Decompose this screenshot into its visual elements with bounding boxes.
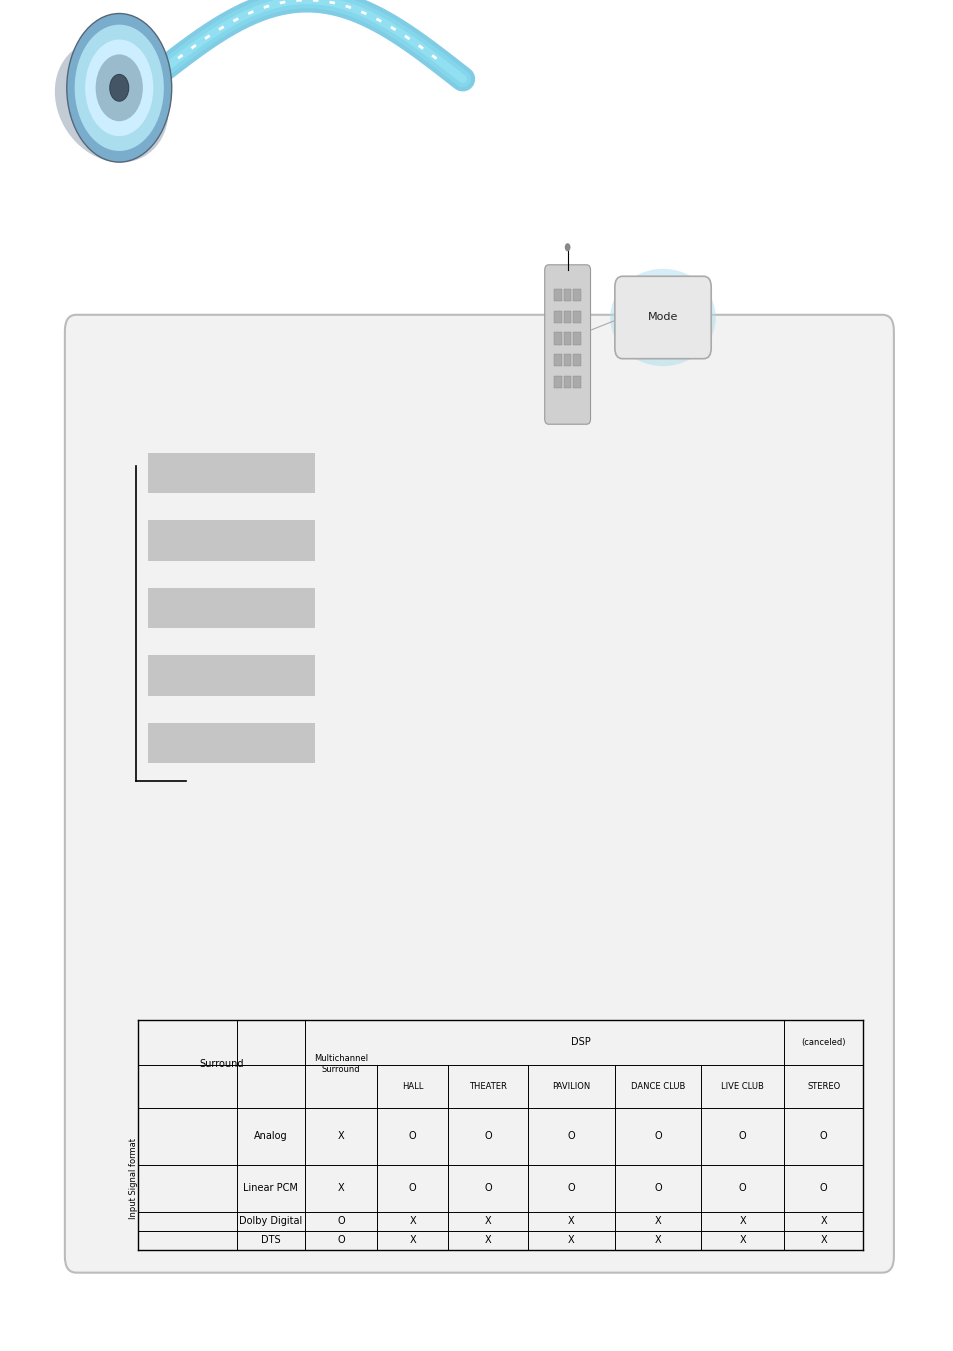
Bar xyxy=(148,723,314,763)
Text: O: O xyxy=(484,1131,491,1142)
Text: X: X xyxy=(655,1216,660,1227)
Text: O: O xyxy=(567,1183,575,1193)
Text: HALL: HALL xyxy=(401,1082,423,1090)
Text: X: X xyxy=(409,1216,416,1227)
Text: X: X xyxy=(337,1131,344,1142)
Text: Linear PCM: Linear PCM xyxy=(243,1183,298,1193)
Bar xyxy=(148,453,314,493)
Text: O: O xyxy=(739,1131,745,1142)
Text: X: X xyxy=(484,1216,491,1227)
Text: Dolby Digital: Dolby Digital xyxy=(239,1216,302,1227)
Bar xyxy=(563,311,571,323)
Text: DSP: DSP xyxy=(570,1038,590,1047)
Bar xyxy=(573,376,580,388)
Bar xyxy=(554,354,561,366)
Ellipse shape xyxy=(610,269,715,366)
Text: O: O xyxy=(654,1131,661,1142)
Text: STEREO: STEREO xyxy=(806,1082,840,1090)
Text: X: X xyxy=(739,1216,745,1227)
Text: O: O xyxy=(820,1131,826,1142)
Bar xyxy=(563,332,571,345)
Bar xyxy=(148,655,314,696)
Bar xyxy=(563,376,571,388)
Text: Mode: Mode xyxy=(647,312,678,323)
Bar xyxy=(554,289,561,301)
Text: Analog: Analog xyxy=(253,1131,288,1142)
Text: O: O xyxy=(484,1183,491,1193)
Text: (canceled): (canceled) xyxy=(801,1038,845,1047)
Bar xyxy=(563,354,571,366)
Text: LIVE CLUB: LIVE CLUB xyxy=(720,1082,763,1090)
Text: THEATER: THEATER xyxy=(469,1082,506,1090)
Circle shape xyxy=(74,24,164,151)
Bar xyxy=(563,289,571,301)
Bar xyxy=(148,520,314,561)
Bar xyxy=(573,311,580,323)
Bar xyxy=(573,354,580,366)
Ellipse shape xyxy=(54,41,169,162)
Text: O: O xyxy=(820,1183,826,1193)
FancyBboxPatch shape xyxy=(65,315,893,1273)
Circle shape xyxy=(110,74,129,101)
Text: Input Signal format: Input Signal format xyxy=(129,1139,138,1219)
Text: O: O xyxy=(739,1183,745,1193)
Circle shape xyxy=(564,243,570,251)
Text: O: O xyxy=(337,1216,344,1227)
Text: X: X xyxy=(568,1235,574,1246)
Text: DTS: DTS xyxy=(261,1235,280,1246)
Bar xyxy=(554,332,561,345)
Bar xyxy=(554,376,561,388)
Text: DANCE CLUB: DANCE CLUB xyxy=(631,1082,684,1090)
Bar xyxy=(573,289,580,301)
Text: O: O xyxy=(337,1235,344,1246)
Circle shape xyxy=(67,14,172,162)
Text: X: X xyxy=(820,1235,826,1246)
Bar xyxy=(554,311,561,323)
Bar xyxy=(148,588,314,628)
Text: O: O xyxy=(654,1183,661,1193)
Text: O: O xyxy=(409,1183,416,1193)
Text: X: X xyxy=(568,1216,574,1227)
Text: X: X xyxy=(820,1216,826,1227)
Text: X: X xyxy=(655,1235,660,1246)
Text: X: X xyxy=(409,1235,416,1246)
Text: O: O xyxy=(567,1131,575,1142)
Text: O: O xyxy=(409,1131,416,1142)
Text: PAVILION: PAVILION xyxy=(552,1082,590,1090)
Text: X: X xyxy=(739,1235,745,1246)
Text: Surround: Surround xyxy=(199,1059,244,1069)
FancyBboxPatch shape xyxy=(614,276,710,358)
Text: Multichannel
Surround: Multichannel Surround xyxy=(314,1054,368,1074)
Bar xyxy=(573,332,580,345)
Circle shape xyxy=(95,54,143,122)
Text: X: X xyxy=(337,1183,344,1193)
Text: X: X xyxy=(484,1235,491,1246)
Circle shape xyxy=(85,39,153,136)
FancyBboxPatch shape xyxy=(544,265,590,424)
